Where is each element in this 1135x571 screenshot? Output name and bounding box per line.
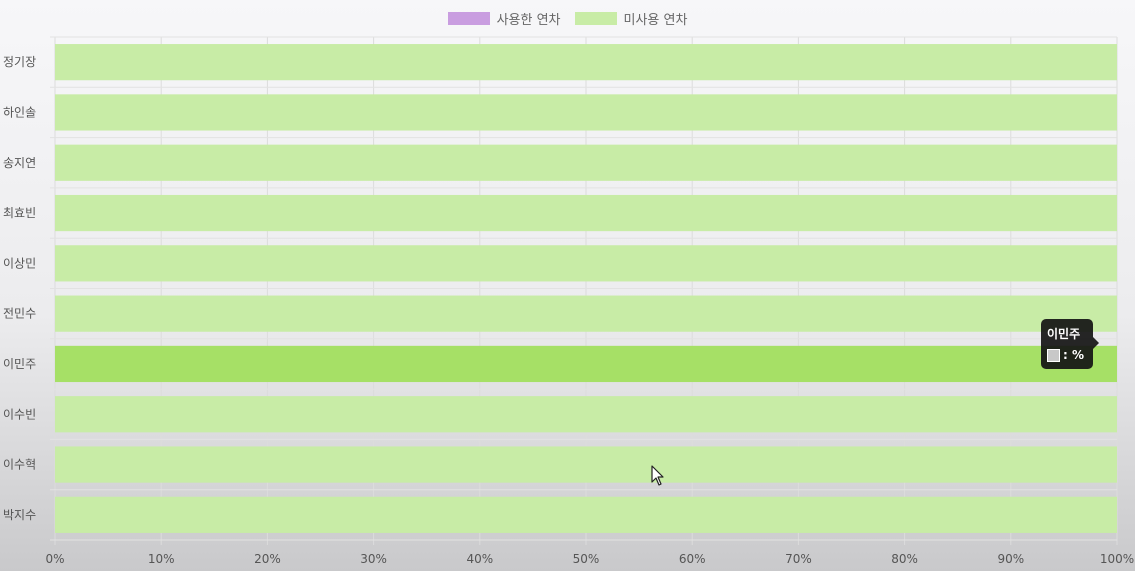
bar-unused[interactable] — [55, 295, 1117, 332]
legend-swatch-used — [447, 12, 490, 25]
x-tick-label: 100% — [1100, 552, 1134, 566]
x-tick-label: 80% — [891, 552, 918, 566]
category-label: 이수빈 — [3, 407, 36, 421]
bar-unused[interactable] — [55, 144, 1117, 181]
legend-swatch-unused — [574, 12, 617, 25]
tooltip-swatch — [1047, 348, 1060, 362]
legend: 사용한 연차 미사용 연차 — [0, 9, 1135, 28]
legend-item-unused[interactable]: 미사용 연차 — [574, 9, 688, 28]
category-label: 전민수 — [3, 307, 36, 321]
tooltip-title: 이민주 — [1047, 327, 1081, 341]
category-label: 최효빈 — [3, 206, 36, 220]
bar-unused[interactable] — [55, 496, 1117, 533]
bar-unused[interactable] — [55, 245, 1117, 282]
x-tick-label: 90% — [997, 552, 1024, 566]
tooltip-value: : % — [1063, 348, 1084, 362]
bar-unused[interactable] — [55, 396, 1117, 433]
x-tick-label: 20% — [254, 552, 281, 566]
legend-item-used[interactable]: 사용한 연차 — [447, 9, 561, 28]
category-label: 이민주 — [3, 357, 36, 371]
bar-unused[interactable] — [55, 94, 1117, 131]
bar-unused[interactable] — [55, 44, 1117, 81]
bar-unused[interactable] — [55, 345, 1117, 383]
category-label: 이상민 — [3, 256, 36, 270]
category-label: 박지수 — [3, 508, 36, 522]
x-tick-label: 60% — [679, 552, 706, 566]
category-label: 하인솔 — [3, 105, 36, 119]
bar-unused[interactable] — [55, 446, 1117, 483]
legend-label-used: 사용한 연차 — [496, 13, 561, 28]
bar-unused[interactable] — [55, 194, 1117, 232]
x-tick-label: 50% — [573, 552, 600, 566]
legend-label-unused: 미사용 연차 — [623, 13, 688, 28]
category-label: 송지연 — [3, 156, 36, 170]
tooltip-row: : % — [1047, 348, 1087, 362]
x-tick-label: 40% — [466, 552, 493, 566]
x-tick-label: 70% — [785, 552, 812, 566]
x-tick-label: 10% — [148, 552, 175, 566]
x-tick-label: 0% — [45, 552, 64, 566]
tooltip: 이민주 : % — [1041, 319, 1099, 369]
mouse-cursor-icon — [651, 465, 664, 486]
x-tick-label: 30% — [360, 552, 387, 566]
category-label: 정기장 — [3, 55, 36, 69]
category-label: 이수혁 — [3, 458, 36, 472]
